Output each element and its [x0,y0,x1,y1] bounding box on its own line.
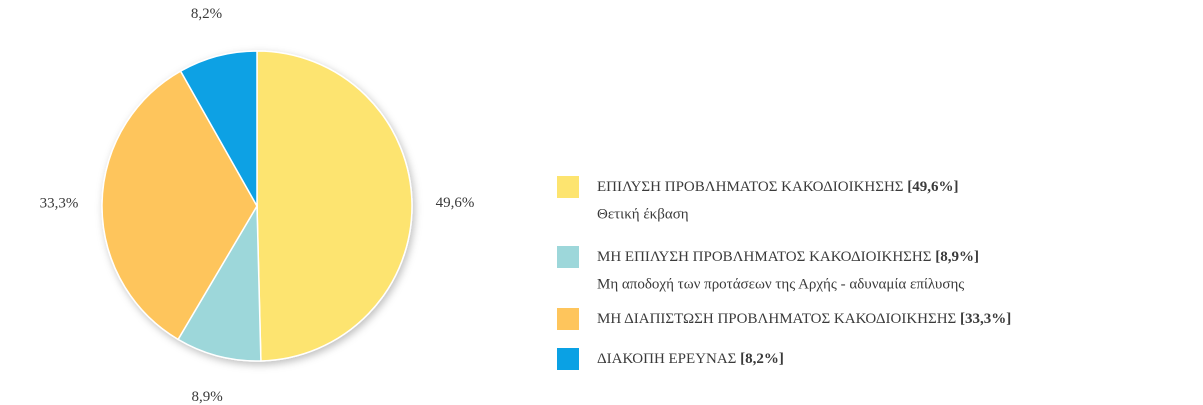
legend-label: ΔΙΑΚΟΠΗ ΕΡΕΥΝΑΣ [8,2%] [597,351,784,367]
pie-slice [179,50,258,209]
legend-value: [33,3%] [960,311,1011,327]
legend-label: ΜΗ ΕΠΙΛΥΣΗ ΠΡΟΒΛΗΜΑΤΟΣ ΚΑΚΟΔΙΟΙΚΗΣΗΣ [8,… [597,249,979,265]
legend-swatch [557,308,579,330]
legend-value: [8,9%] [935,249,979,265]
legend-swatch [557,176,579,198]
data-label: 49,6% [436,195,475,211]
legend-value: [8,2%] [740,351,784,367]
pie [101,50,413,362]
legend-value: [49,6%] [907,179,958,195]
legend-description: Θετική έκβαση [597,206,689,222]
legend-swatch [557,348,579,370]
legend-name: ΜΗ ΕΠΙΛΥΣΗ ΠΡΟΒΛΗΜΑΤΟΣ ΚΑΚΟΔΙΟΙΚΗΣΗΣ [597,249,931,265]
legend-label: ΜΗ ΔΙΑΠΙΣΤΩΣΗ ΠΡΟΒΛΗΜΑΤΟΣ ΚΑΚΟΔΙΟΙΚΗΣΗΣ … [597,311,1011,327]
legend-name: ΔΙΑΚΟΠΗ ΕΡΕΥΝΑΣ [597,351,736,367]
legend-label: ΕΠΙΛΥΣΗ ΠΡΟΒΛΗΜΑΤΟΣ ΚΑΚΟΔΙΟΙΚΗΣΗΣ [49,6%… [597,179,959,195]
legend-name: ΜΗ ΔΙΑΠΙΣΤΩΣΗ ΠΡΟΒΛΗΜΑΤΟΣ ΚΑΚΟΔΙΟΙΚΗΣΗΣ [597,311,956,327]
legend-name: ΕΠΙΛΥΣΗ ΠΡΟΒΛΗΜΑΤΟΣ ΚΑΚΟΔΙΟΙΚΗΣΗΣ [597,179,904,195]
pie-slice [256,50,413,362]
data-label: 33,3% [40,196,79,212]
data-label: 8,9% [192,389,223,405]
data-label: 8,2% [191,6,222,22]
pie-slice [177,203,262,362]
legend-description: Μη αποδοχή των προτάσεων της Αρχής - αδυ… [597,276,964,292]
legend-swatch [557,246,579,268]
